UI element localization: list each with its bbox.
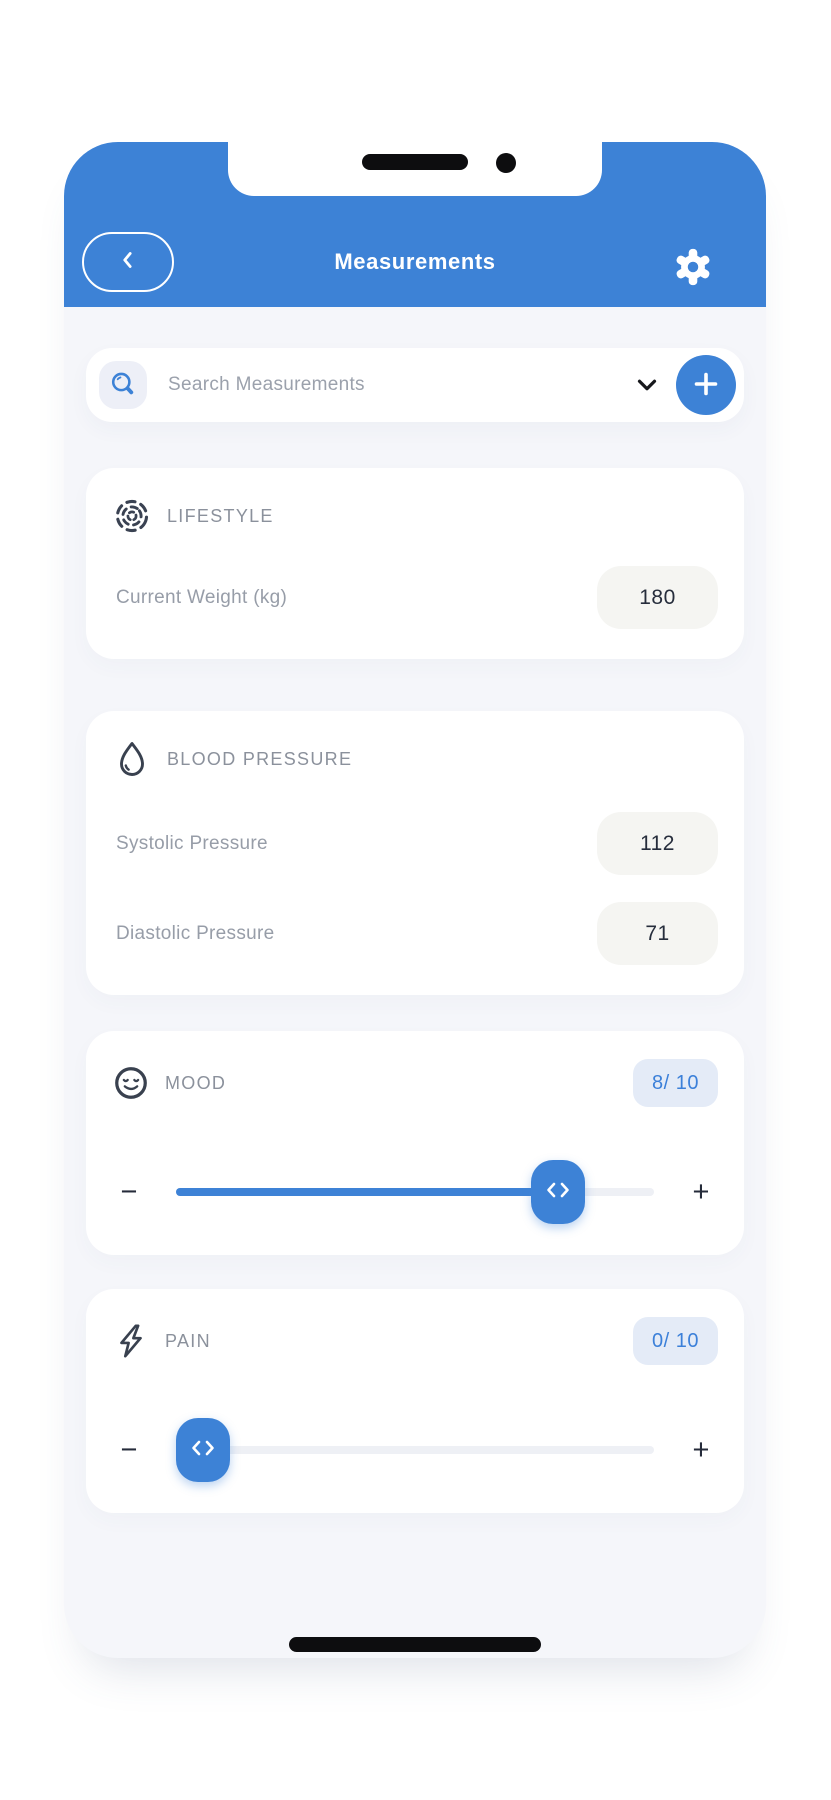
systolic-label: Systolic Pressure [116, 832, 268, 854]
pain-card-header: PAIN 0/ 10 [112, 1317, 718, 1365]
notch [228, 142, 602, 196]
mood-increase-button[interactable]: + [684, 1177, 718, 1207]
water-drop-icon [112, 739, 152, 779]
lightning-bolt-icon [112, 1322, 150, 1360]
content-column: Search Measurements [64, 348, 766, 1513]
slider-thumb[interactable] [531, 1160, 586, 1224]
systolic-row: Systolic Pressure 112 [112, 812, 718, 875]
gear-icon[interactable] [672, 246, 714, 288]
slider-track[interactable] [176, 1188, 654, 1196]
weight-value-field[interactable]: 180 [597, 566, 718, 629]
mood-decrease-button[interactable]: − [112, 1177, 146, 1207]
diastolic-row: Diastolic Pressure 71 [112, 902, 718, 965]
plus-icon [690, 368, 722, 403]
search-bar[interactable]: Search Measurements [86, 348, 744, 422]
back-button[interactable] [82, 232, 174, 292]
pain-card-title: PAIN [165, 1330, 211, 1351]
mood-card-header: MOOD 8/ 10 [112, 1059, 718, 1107]
phone-mockup: Measurements Sea [64, 142, 766, 1658]
mood-score-badge: 8/ 10 [633, 1059, 718, 1107]
diastolic-value-field[interactable]: 71 [597, 902, 718, 965]
pain-card: PAIN 0/ 10 − + [86, 1289, 744, 1513]
front-camera [496, 153, 516, 173]
weight-row: Current Weight (kg) 180 [112, 566, 718, 629]
pain-slider[interactable] [176, 1417, 654, 1483]
lifestyle-card: LIFESTYLE Current Weight (kg) 180 [86, 468, 744, 659]
lifestyle-card-title: LIFESTYLE [167, 505, 274, 526]
chevron-down-icon[interactable] [632, 370, 662, 400]
smiley-face-icon [112, 1064, 150, 1102]
lifestyle-swirl-icon [112, 496, 152, 536]
diastolic-label: Diastolic Pressure [116, 922, 275, 944]
add-measurement-button[interactable] [676, 355, 736, 415]
speaker-grille [362, 154, 468, 170]
pain-decrease-button[interactable]: − [112, 1435, 146, 1465]
slider-fill [176, 1188, 559, 1196]
mood-card-title: MOOD [165, 1072, 227, 1093]
thumb-chevrons-icon [187, 1434, 219, 1467]
slider-thumb[interactable] [176, 1418, 230, 1482]
blood-pressure-card-title: BLOOD PRESSURE [167, 748, 353, 769]
search-input[interactable]: Search Measurements [168, 374, 365, 395]
page-title: Measurements [334, 249, 496, 274]
home-indicator[interactable] [289, 1637, 541, 1652]
mood-slider-row: − + [112, 1159, 718, 1225]
pain-slider-row: − + [112, 1417, 718, 1483]
mood-slider[interactable] [176, 1159, 654, 1225]
search-icon [99, 361, 147, 409]
blood-pressure-card: BLOOD PRESSURE Systolic Pressure 112 Dia… [86, 711, 744, 995]
pain-score-badge: 0/ 10 [633, 1317, 718, 1365]
slider-track[interactable] [176, 1446, 654, 1454]
lifestyle-card-header: LIFESTYLE [112, 496, 718, 536]
header: Measurements [64, 142, 766, 307]
systolic-value-field[interactable]: 112 [597, 812, 718, 875]
mood-card: MOOD 8/ 10 − + [86, 1031, 744, 1255]
pain-increase-button[interactable]: + [684, 1435, 718, 1465]
thumb-chevrons-icon [542, 1176, 574, 1209]
chevron-left-icon [115, 247, 141, 278]
blood-pressure-card-header: BLOOD PRESSURE [112, 739, 718, 779]
weight-label: Current Weight (kg) [116, 586, 288, 608]
